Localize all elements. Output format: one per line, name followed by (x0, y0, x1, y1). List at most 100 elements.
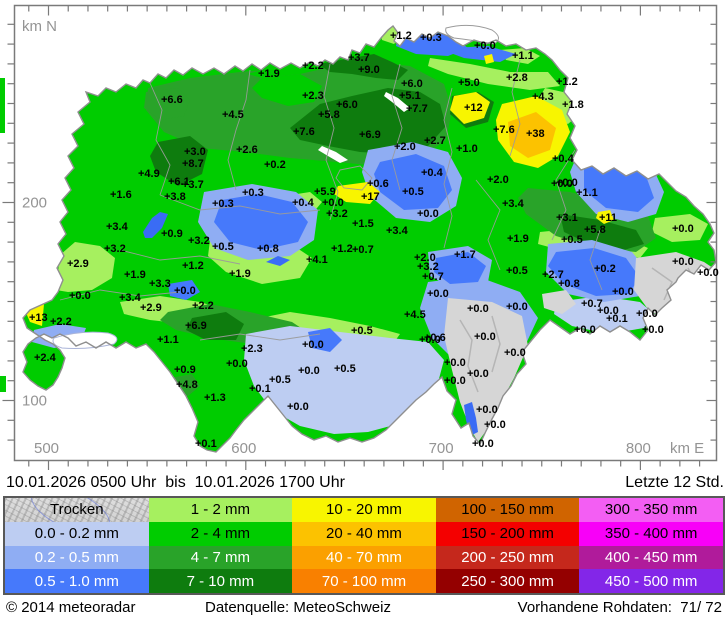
map-value-label: +0.0 (474, 331, 496, 343)
legend-cell: 400 - 450 mm (579, 545, 723, 570)
map-value-label: +0.0 (427, 288, 449, 300)
map-value-label: +6.9 (185, 320, 207, 332)
map-value-label: +1.8 (562, 99, 584, 111)
map-value-label: +0.0 (612, 286, 634, 298)
map-value-label: +0.0 (504, 347, 526, 359)
map-value-label: +1.6 (110, 189, 132, 201)
map-value-label: +2.3 (302, 90, 324, 102)
legend-cell: 200 - 250 mm (435, 545, 580, 570)
map-value-label: +9.0 (358, 64, 380, 76)
map-bleed-sliver (0, 78, 5, 133)
legend-cell-label: 4 - 7 mm (190, 548, 250, 566)
map-value-label: +4.3 (532, 91, 554, 103)
period-row: 10.01.2026 0500 Uhr bis 10.01.2026 1700 … (0, 470, 728, 496)
map-value-label: +0.5 (561, 234, 583, 246)
period-text: 10.01.2026 0500 Uhr bis 10.01.2026 1700 … (6, 474, 345, 491)
map-value-label: +0.0 (472, 438, 494, 450)
map-value-label: +4.9 (138, 168, 160, 180)
map-value-label: +5.8 (318, 109, 340, 121)
map-value-label: +0.5 (506, 265, 528, 277)
y-tick-label: 200 (22, 195, 47, 212)
map-value-label: +11 (599, 212, 617, 224)
legend-cell: 40 - 70 mm (292, 545, 436, 570)
legend-column: 10 - 20 mm 20 - 40 mm 40 - 70 mm 70 - 100 m… (292, 498, 436, 593)
map-value-label: +0.0 (302, 339, 324, 351)
legend-cell-label: 1 - 2 mm (190, 501, 250, 519)
map-value-label: +0.7 (352, 244, 374, 256)
map-value-label: +0.0 (287, 401, 309, 413)
map-value-label: +0.0 (467, 303, 489, 315)
legend-cell: 20 - 40 mm (292, 521, 436, 546)
legend-cell: 4 - 7 mm (148, 545, 293, 570)
map-value-label: +1.2 (556, 76, 578, 88)
map-value-label: +2.9 (67, 258, 89, 270)
map-value-label: +0.0 (636, 308, 658, 320)
legend-cell: 70 - 100 mm (292, 569, 436, 593)
y-axis-title: km N (22, 18, 57, 35)
map-value-label: +0.0 (574, 324, 596, 336)
period-window: Letzte 12 Std. (625, 474, 724, 491)
map-value-label: +0.3 (420, 32, 442, 44)
canton-borders (59, 59, 603, 341)
map-value-label: +4.5 (404, 309, 426, 321)
map-value-label: +3.0 (184, 146, 206, 158)
map-value-label: +0.0 (322, 197, 344, 209)
map-value-label: +6.1 (168, 176, 190, 188)
map-value-label: +7.7 (406, 103, 428, 115)
map-value-label: +2.8 (506, 72, 528, 84)
map-value-label: +6.0 (401, 78, 423, 90)
x-tick-label: 700 (429, 440, 454, 457)
map-bleed-sliver (0, 376, 6, 392)
map-value-labels: +1.2 +0.3+3.7+2.2 +9.0+1.9+0.0+1.1+2.8 +1.2… (29, 30, 719, 450)
map-value-label: +0.0 (69, 290, 91, 302)
axis-tick-labels: 200 100 500 600 700 800 (22, 195, 651, 458)
legend-column: Trocken 0.0 - 0.2 mm 0.2 - 0.5 mm 0.5 - 1.0… (5, 498, 149, 593)
map-value-label: +0.0 (444, 375, 466, 387)
map-value-label: +3.2 (326, 208, 348, 220)
footer-copyright: © 2014 meteoradar (6, 599, 136, 616)
map-value-label: +2.0 (414, 252, 436, 264)
map-value-label: +3.4 (106, 221, 129, 233)
map-value-label: +0.0 (551, 178, 573, 190)
map-value-label: +2.2 (302, 60, 324, 72)
legend-cell: 2 - 4 mm (148, 521, 293, 546)
legend-cell-label: 300 - 350 mm (604, 501, 698, 519)
map-value-label: +0.0 (672, 223, 694, 235)
legend-cell: 250 - 300 mm (435, 569, 580, 593)
map-value-label: +8.7 (182, 158, 204, 170)
map-value-label: +2.7 (542, 269, 564, 281)
map-value-label: +4.5 (222, 109, 244, 121)
x-axis-title: km E (670, 440, 704, 457)
map-value-label: +1.2 (390, 30, 412, 42)
map-value-label: +1.3 (204, 392, 226, 404)
legend-cell: 350 - 400 mm (579, 521, 723, 546)
map-value-label: +5.0 (458, 77, 480, 89)
map-value-label: +1.1 (576, 187, 598, 199)
map-value-label: +2.6 (236, 144, 258, 156)
legend-cell-label: 450 - 500 mm (604, 572, 698, 590)
axis-ticks (2, 5, 717, 471)
map-value-label: +2.0 (487, 174, 509, 186)
map-value-label: +0.0 (506, 301, 528, 313)
legend-cell-label: 7 - 10 mm (186, 572, 255, 590)
x-tick-label: 800 (626, 440, 651, 457)
map-value-label: +0.0 (484, 419, 506, 431)
legend-column: 100 - 150 mm 150 - 200 mm 200 - 250 mm 250 … (435, 498, 580, 593)
map-value-label: +0.6 (424, 332, 446, 344)
map-value-label: +0.0 (298, 365, 320, 377)
switzerland-outline (22, 24, 717, 453)
map-value-label: +0.7 (422, 271, 444, 283)
map-value-label: +1.1 (157, 334, 179, 346)
map-value-label: +0.1 (249, 383, 271, 395)
map-value-label: +5.8 (584, 224, 606, 236)
map-value-label: +1.5 (352, 218, 374, 230)
map-value-label: +4.1 (306, 254, 328, 266)
map-value-label: +0.0 (444, 357, 466, 369)
legend-cell-label: 250 - 300 mm (461, 572, 554, 590)
legend-cell-label: 10 - 20 mm (326, 501, 402, 519)
map-value-label: +0.5 (212, 241, 234, 253)
map-value-label: +7.6 (293, 126, 315, 138)
legend-cell-label: 70 - 100 mm (321, 572, 407, 590)
map-value-label: +0.5 (402, 186, 424, 198)
